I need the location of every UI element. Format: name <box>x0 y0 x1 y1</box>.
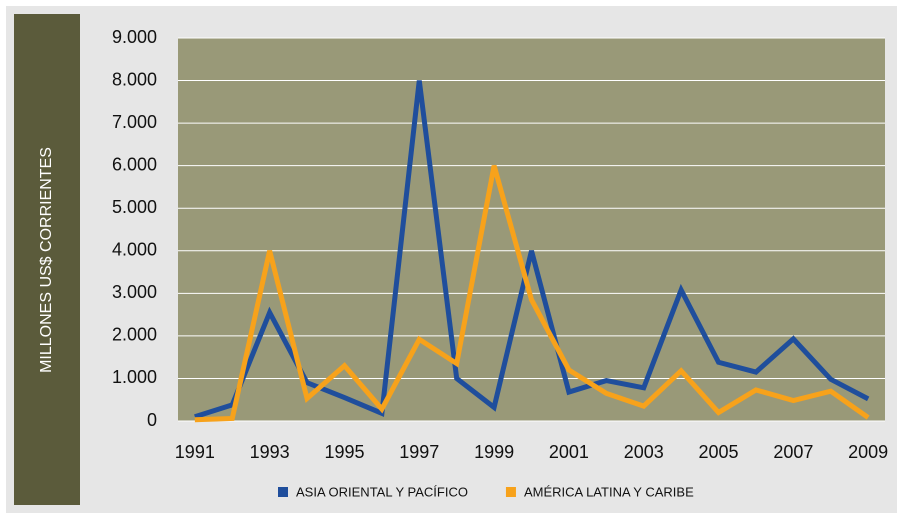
legend-swatch <box>505 487 516 497</box>
y-tick-label: 8.000 <box>112 69 157 89</box>
y-tick-label: 1.000 <box>112 367 157 387</box>
y-axis-label: MILLONES US$ CORRIENTES <box>38 147 55 373</box>
x-tick-label: 2005 <box>699 442 739 462</box>
y-tick-label: 2.000 <box>112 325 157 345</box>
legend-swatch <box>278 487 288 497</box>
x-tick-label: 1997 <box>399 442 439 462</box>
x-tick-label: 1991 <box>175 442 215 462</box>
x-tick-label: 2009 <box>848 442 888 462</box>
y-tick-label: 0 <box>147 410 157 430</box>
y-tick-label: 4.000 <box>112 240 157 260</box>
x-tick-label: 1993 <box>250 442 290 462</box>
y-tick-label: 3.000 <box>112 282 157 302</box>
series-line <box>194 164 870 423</box>
x-tick-label: 2003 <box>624 442 664 462</box>
axis-band <box>14 14 80 505</box>
y-tick-label: 7.000 <box>112 112 157 132</box>
series-line <box>194 80 870 420</box>
x-tick-label: 1995 <box>324 442 364 462</box>
plot-area <box>178 38 885 421</box>
y-tick-label: 9.000 <box>112 27 157 47</box>
y-tick-label: 6.000 <box>112 154 157 174</box>
x-tick-label: 2007 <box>773 442 813 462</box>
legend-label: ASIA ORIENTAL Y PACÍFICO <box>296 484 468 499</box>
x-tick-label: 1999 <box>474 442 514 462</box>
legend-label: AMÉRICA LATINA Y CARIBE <box>524 484 694 499</box>
x-tick-label: 2001 <box>549 442 589 462</box>
y-tick-label: 5.000 <box>112 197 157 217</box>
